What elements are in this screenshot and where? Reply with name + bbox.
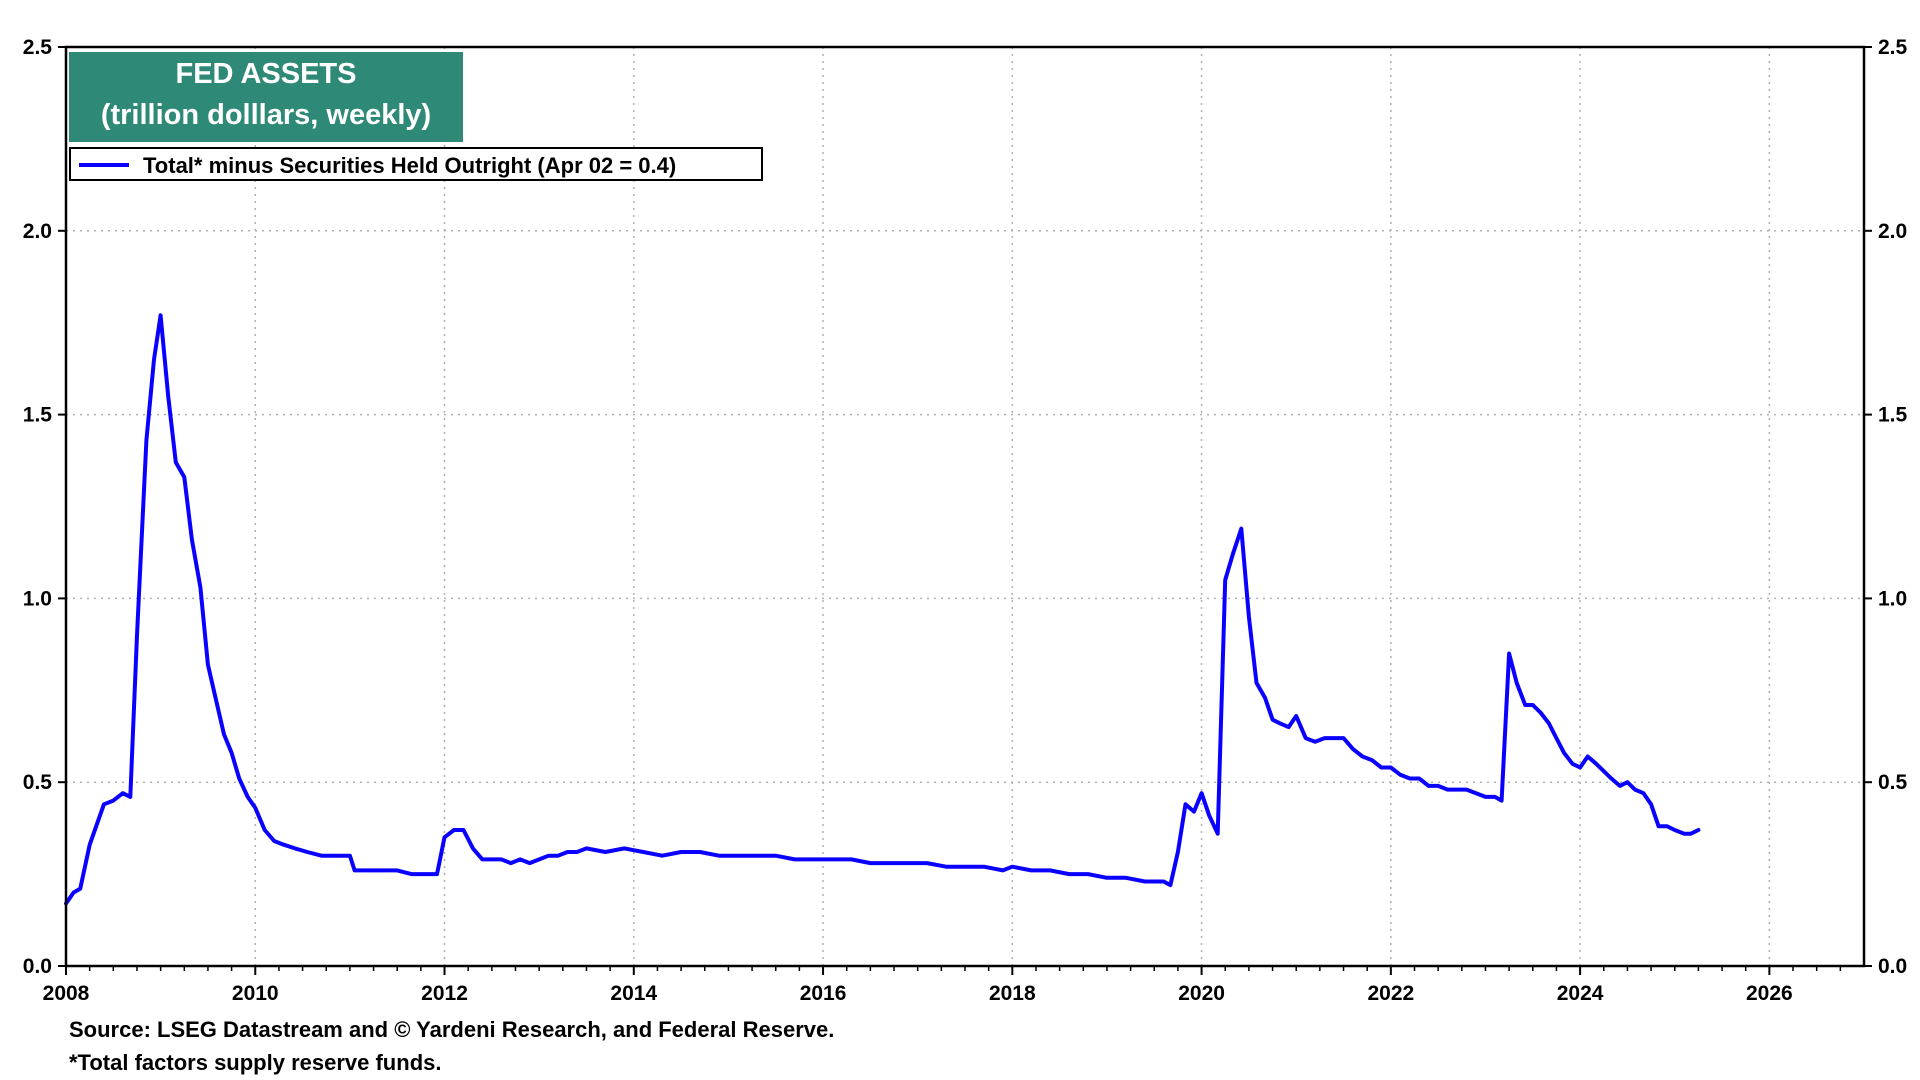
x-tick-label: 2012 <box>421 982 468 1005</box>
y-tick-label-right: 1.0 <box>1878 587 1907 610</box>
axis-ticks: 0.0 0.0 0.5 0.5 1.0 1.0 1.5 1.5 2.0 2.0 2.5 2.5 2008… <box>23 36 1908 1005</box>
series-line-0 <box>64 313 1701 906</box>
y-tick-label-left: 2.0 <box>23 220 52 243</box>
y-tick-label-left: 2.5 <box>23 36 53 59</box>
y-tick-label-right: 1.5 <box>1878 404 1908 427</box>
chart-title: FED ASSETS <box>175 58 357 90</box>
x-tick-label: 2018 <box>989 982 1036 1005</box>
legend-label: Total* minus Securities Held Outright (A… <box>143 153 677 178</box>
chart-subtitle: (trillion dolllars, weekly) <box>100 99 432 131</box>
x-tick-label: 2014 <box>610 982 657 1005</box>
x-tick-label: 2024 <box>1557 982 1604 1005</box>
source-note: Source: LSEG Datastream and © Yardeni Re… <box>69 1017 835 1042</box>
legend: Total* minus Securities Held Outright (A… <box>69 147 763 181</box>
y-tick-label-left: 0.5 <box>23 771 53 794</box>
x-tick-label: 2008 <box>43 982 90 1005</box>
y-tick-label-left: 1.5 <box>23 404 53 427</box>
y-tick-label-right: 2.5 <box>1878 36 1908 59</box>
footnote: *Total factors supply reserve funds. <box>69 1050 442 1075</box>
chart-title-box: FED ASSETS (trillion dolllars, weekly) <box>69 52 463 142</box>
legend-swatch <box>79 163 129 167</box>
x-tick-label: 2010 <box>232 982 279 1005</box>
x-tick-label: 2026 <box>1746 982 1793 1005</box>
x-tick-label: 2020 <box>1178 982 1225 1005</box>
y-tick-label-right: 2.0 <box>1878 220 1907 243</box>
series-layer <box>64 313 1701 906</box>
x-tick-label: 2016 <box>800 982 847 1005</box>
y-tick-label-left: 0.0 <box>23 955 52 978</box>
y-tick-label-right: 0.0 <box>1878 955 1907 978</box>
x-tick-label: 2022 <box>1367 982 1414 1005</box>
y-tick-label-left: 1.0 <box>23 587 52 610</box>
y-tick-label-right: 0.5 <box>1878 771 1908 794</box>
plot-frame <box>64 45 1866 968</box>
grid-lines <box>66 47 1864 966</box>
